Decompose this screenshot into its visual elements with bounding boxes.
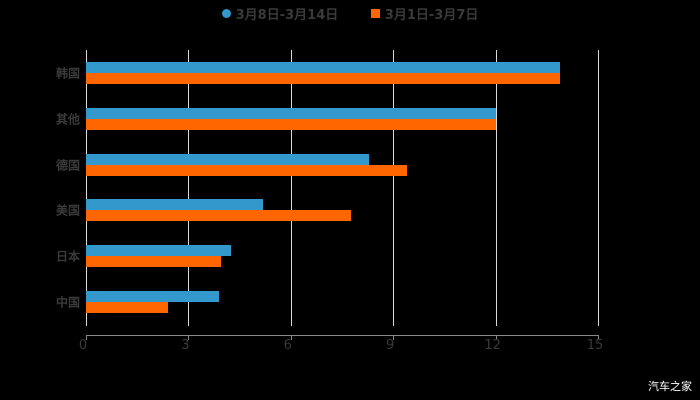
gridline [290,50,292,326]
bar-series-1[interactable] [86,245,232,256]
legend-item-series-1[interactable]: 3月8日-3月14日 [221,4,339,23]
category-label: 中国 [55,295,80,310]
gridline [86,50,87,326]
x-tick-label: 3 [181,338,190,353]
gridline [188,50,190,326]
x-tick [495,335,497,340]
bar-series-1[interactable] [86,199,264,210]
x-tick-label: 15 [586,338,604,353]
legend-label-series-2: 3月1日-3月7日 [384,8,479,23]
category-label: 其他 [55,112,80,127]
x-tick [598,335,599,340]
series-2-square-icon [370,9,380,18]
bar-series-2[interactable] [86,256,221,267]
series-1-circle-icon [221,9,231,18]
category-label: 韩国 [55,66,80,81]
category-label: 德国 [55,158,80,173]
bar-series-2[interactable] [86,302,168,313]
x-tick-label: 12 [484,338,501,353]
bar-series-2[interactable] [86,73,561,84]
gridline [393,50,395,326]
category-label: 日本 [55,249,80,264]
bar-series-1[interactable] [86,62,561,73]
x-tick [290,335,292,340]
x-axis-line [86,335,599,336]
x-tick-label: 6 [283,338,292,353]
watermark: 汽车之家 [648,380,692,393]
x-tick-label: 0 [78,338,88,353]
bar-series-1[interactable] [86,108,496,119]
legend-label-series-1: 3月8日-3月14日 [235,8,339,23]
bar-series-1[interactable] [86,154,370,165]
x-tick [188,335,190,340]
legend-item-series-2[interactable]: 3月1日-3月7日 [370,4,479,23]
bar-series-2[interactable] [86,165,407,176]
x-tick [393,335,395,340]
chart-legend: 3月8日-3月14日 3月1日-3月7日 [0,4,700,24]
bar-series-1[interactable] [86,291,220,302]
bar-series-2[interactable] [86,210,351,221]
category-label: 美国 [55,203,80,218]
bar-series-2[interactable] [86,119,496,130]
gridline [495,50,497,326]
x-tick [86,335,87,340]
gridline [598,50,599,326]
plot-area [86,50,599,326]
x-tick-label: 9 [386,338,395,353]
